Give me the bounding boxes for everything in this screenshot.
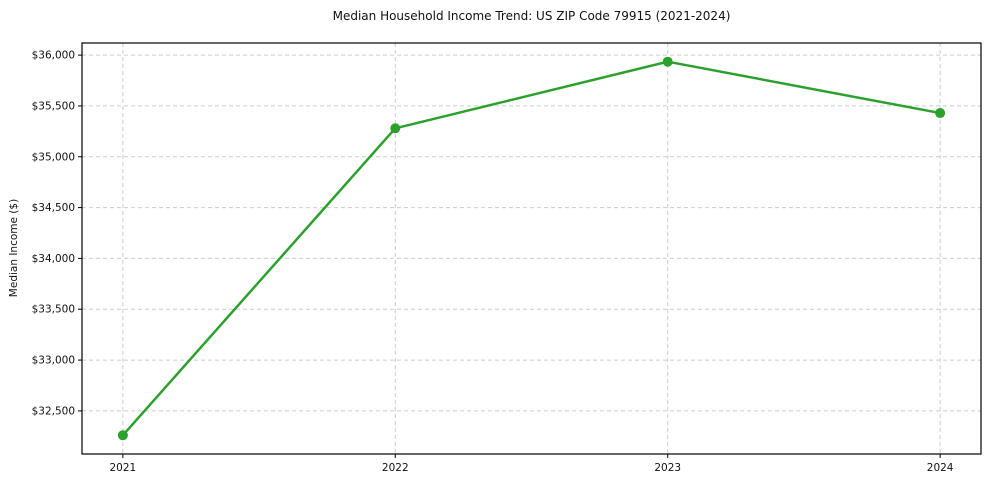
y-tick-label: $35,500	[32, 100, 75, 112]
x-tick-label: 2023	[654, 462, 681, 474]
trend-line	[121, 60, 942, 437]
chart-title: Median Household Income Trend: US ZIP Co…	[332, 9, 731, 23]
y-tick-label: $35,000	[32, 151, 75, 163]
y-tick-label: $32,500	[32, 405, 75, 417]
data-point-marker	[390, 123, 401, 134]
y-tick-label: $33,500	[32, 304, 75, 316]
y-axis-label: Median Income ($)	[8, 198, 20, 298]
y-tick-label: $33,000	[32, 355, 75, 367]
y-tick-label: $34,000	[32, 253, 75, 265]
data-point-marker	[935, 108, 946, 119]
x-tick-label: 2022	[382, 462, 409, 474]
plot-border	[81, 42, 982, 455]
x-tick-label: 2021	[109, 462, 136, 474]
data-point-marker	[662, 56, 673, 67]
data-point-marker	[117, 430, 128, 441]
y-tick-label: $34,500	[32, 202, 75, 214]
y-tick-label: $36,000	[32, 50, 75, 62]
x-tick-label: 2024	[927, 462, 954, 474]
